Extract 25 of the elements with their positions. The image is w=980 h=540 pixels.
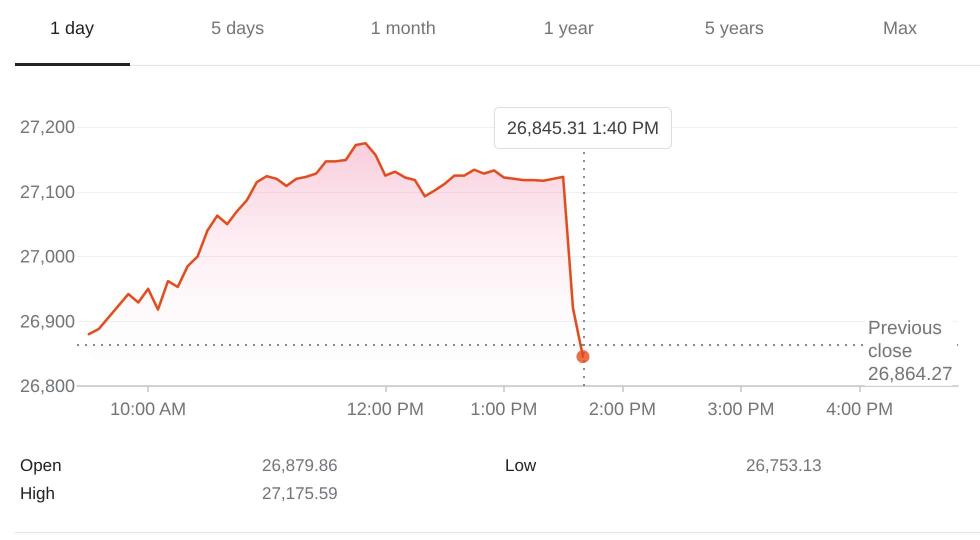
- y-tick-label: 27,000: [20, 246, 75, 266]
- text: High: [20, 483, 55, 505]
- x-tick-label: 3:00 PM: [707, 399, 775, 419]
- y-tick-label: 26,900: [20, 311, 75, 332]
- annotation: 26,845.31 1:40 PM: [506, 118, 660, 138]
- x-tick-label: 2:00 PM: [588, 399, 656, 419]
- text: 27,175.59: [262, 483, 338, 505]
- ref-line-label: Previous close 26,864.27: [868, 318, 953, 385]
- text: Open: [20, 455, 62, 477]
- text: 1 year: [544, 17, 594, 39]
- text: 1 day: [50, 17, 94, 39]
- text: 5 years: [704, 17, 764, 39]
- x-tick-label: 4:00 PM: [826, 399, 894, 419]
- y-tick-label: 27,100: [20, 182, 75, 202]
- text: 5 days: [211, 17, 264, 39]
- text: 1 month: [370, 17, 436, 39]
- text: Low: [505, 455, 536, 477]
- x-tick-label: 12:00 PM: [346, 399, 424, 419]
- y-tick-label: 26,800: [20, 376, 75, 396]
- y-tick-label: 27,200: [20, 117, 75, 137]
- text: 26,753.13: [746, 455, 822, 477]
- text: 26,879.86: [262, 455, 338, 477]
- x-tick-label: 1:00 PM: [470, 399, 538, 419]
- x-tick-label: 10:00 AM: [110, 399, 186, 419]
- text: Max: [882, 17, 918, 39]
